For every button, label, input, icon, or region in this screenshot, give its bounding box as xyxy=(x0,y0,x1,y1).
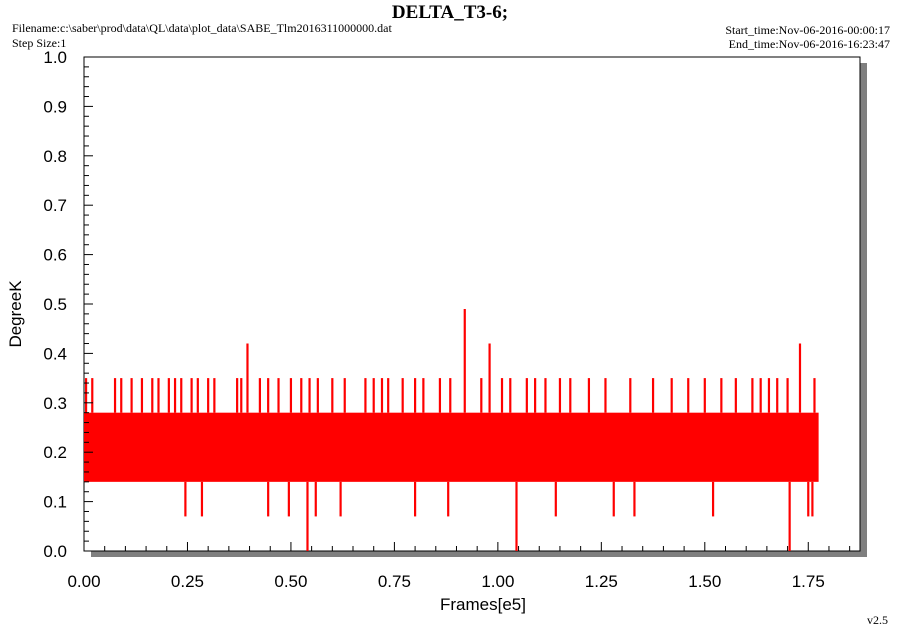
x-axis-label: Frames[e5] xyxy=(440,595,526,614)
y-tick-label: 0.2 xyxy=(43,443,67,462)
version-label: v2.5 xyxy=(867,613,888,627)
end-time-label: End_time:Nov-06-2016-16:23:47 xyxy=(728,37,890,51)
y-tick-label: 0.1 xyxy=(43,493,67,512)
x-tick-label: 0.75 xyxy=(378,572,411,591)
start-time-label: Start_time:Nov-06-2016-00:00:17 xyxy=(725,23,890,37)
y-axis-label: DegreeK xyxy=(6,280,25,348)
x-tick-label: 1.25 xyxy=(585,572,618,591)
x-tick-label: 1.50 xyxy=(688,572,721,591)
x-tick-label: 0.50 xyxy=(274,572,307,591)
x-tick-label: 0.25 xyxy=(171,572,204,591)
y-tick-label: 0.9 xyxy=(43,97,67,116)
x-tick-label: 1.75 xyxy=(792,572,825,591)
y-tick-label: 0.5 xyxy=(43,295,67,314)
data-band xyxy=(84,412,819,482)
y-tick-label: 0.7 xyxy=(43,196,67,215)
y-tick-label: 1.0 xyxy=(43,48,67,67)
y-tick-label: 0.6 xyxy=(43,246,67,265)
y-tick-label: 0.4 xyxy=(43,344,67,363)
filename-label: Filename:c:\saber\prod\data\QL\data\plot… xyxy=(12,21,392,35)
x-tick-label: 0.00 xyxy=(67,572,100,591)
y-tick-label: 0.3 xyxy=(43,394,67,413)
chart-title: DELTA_T3-6; xyxy=(391,2,509,23)
y-tick-label: 0.8 xyxy=(43,147,67,166)
y-tick-label: 0.0 xyxy=(43,542,67,561)
step-size-label: Step Size:1 xyxy=(12,36,67,50)
x-tick-label: 1.00 xyxy=(481,572,514,591)
